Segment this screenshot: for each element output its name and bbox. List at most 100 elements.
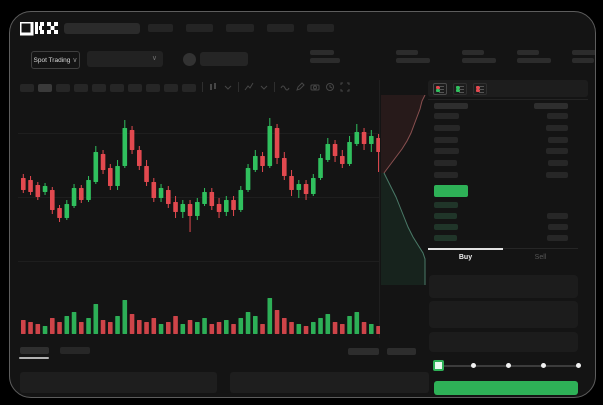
depth-bids-area — [381, 173, 425, 285]
timeframe-button[interactable] — [56, 84, 70, 92]
ask-row-price[interactable] — [434, 113, 459, 119]
candle-type-icon[interactable] — [208, 82, 218, 92]
depth-bids-line — [383, 172, 426, 285]
axis-control-placeholder[interactable] — [387, 348, 416, 355]
slider-stop[interactable] — [506, 363, 511, 368]
nav-item-placeholder[interactable] — [307, 24, 334, 32]
last-price-bar[interactable] — [434, 185, 468, 197]
stat-value-placeholder — [462, 58, 496, 63]
timeframe-button[interactable] — [38, 84, 52, 92]
slider-stop[interactable] — [471, 363, 476, 368]
header-action-button[interactable] — [200, 52, 248, 66]
divider — [238, 82, 239, 92]
divider — [428, 99, 588, 100]
depth-chart — [381, 95, 426, 285]
bid-row-price[interactable] — [434, 202, 458, 208]
market-stat — [572, 50, 595, 63]
chevron-down-icon[interactable] — [259, 82, 269, 92]
bid-row-price[interactable] — [434, 213, 457, 219]
tab-sell[interactable]: Sell — [534, 254, 547, 261]
ask-row-price[interactable] — [434, 160, 457, 166]
book-bids-icon[interactable] — [453, 82, 467, 95]
stat-label-placeholder — [517, 50, 539, 55]
okx-logo[interactable] — [20, 22, 58, 36]
chart-toolbar — [202, 82, 350, 92]
book-both-icon[interactable] — [433, 82, 447, 95]
ask-row-amount — [548, 160, 568, 166]
trade-input-placeholder[interactable] — [429, 301, 578, 328]
chevron-down-icon: ∨ — [151, 55, 157, 62]
tab-buy[interactable]: Buy — [428, 248, 503, 268]
timeframe-button[interactable] — [128, 84, 142, 92]
market-stat — [517, 50, 551, 63]
candlestick-chart[interactable] — [18, 100, 380, 294]
indicator-icon[interactable] — [244, 82, 254, 92]
market-type-label: Spot Trading — [33, 56, 71, 64]
toggle-lines — [479, 85, 484, 94]
bid-row-amount — [547, 213, 568, 219]
nav-item-placeholder[interactable] — [186, 24, 213, 32]
camera-icon[interactable] — [310, 82, 320, 92]
ask-row-amount — [547, 113, 568, 119]
ask-row-price[interactable] — [434, 172, 458, 178]
bottom-panel-placeholder — [230, 372, 429, 393]
candles-group — [21, 118, 380, 232]
active-tab-underline — [19, 357, 49, 359]
volume-bars — [21, 298, 380, 334]
timeframe-button[interactable] — [164, 84, 178, 92]
ask-row-price[interactable] — [434, 137, 458, 143]
timeframe-button[interactable] — [146, 84, 160, 92]
trade-input-placeholder[interactable] — [429, 275, 578, 298]
line-tool-icon[interactable] — [280, 82, 290, 92]
axis-control-placeholder[interactable] — [348, 348, 379, 355]
toggle-lines — [439, 85, 444, 94]
app-window: Spot Trading ∨ ∨ — [9, 11, 596, 398]
timeframe-button[interactable] — [182, 84, 196, 92]
timeframe-button[interactable] — [92, 84, 106, 92]
ask-row-amount — [548, 137, 568, 143]
nav-item-placeholder[interactable] — [226, 24, 254, 32]
draw-pencil-icon[interactable] — [295, 82, 305, 92]
pair-selector[interactable]: ∨ — [87, 51, 163, 67]
timeframe-button[interactable] — [110, 84, 124, 92]
slider-stop[interactable] — [541, 363, 546, 368]
amount-slider[interactable] — [432, 359, 582, 372]
market-type-selector[interactable]: Spot Trading ∨ — [31, 51, 80, 69]
layout-layer: Spot Trading ∨ ∨ — [10, 12, 595, 397]
stat-label-placeholder — [462, 50, 484, 55]
stat-value-placeholder — [517, 58, 551, 63]
ask-row-amount — [546, 125, 568, 131]
ask-row-amount — [546, 172, 568, 178]
chevron-down-icon: ∨ — [72, 56, 78, 64]
chart-bottom-tab[interactable] — [20, 347, 49, 354]
bid-row-price[interactable] — [434, 224, 458, 230]
book-header-amount — [534, 103, 568, 109]
market-stat — [310, 50, 340, 63]
bid-row-amount — [548, 224, 568, 230]
buy-submit-button[interactable] — [434, 381, 578, 395]
orderbook — [428, 101, 578, 247]
market-stat — [462, 50, 496, 63]
stat-value-placeholder — [396, 58, 430, 63]
slider-handle[interactable] — [433, 360, 444, 371]
bid-row-price[interactable] — [434, 235, 457, 241]
history-clock-icon[interactable] — [325, 82, 335, 92]
trade-tabs: Buy Sell — [428, 248, 578, 268]
fullscreen-icon[interactable] — [340, 82, 350, 92]
timeframe-bar — [20, 84, 196, 92]
chevron-down-icon[interactable] — [223, 82, 233, 92]
chart-bottom-tab[interactable] — [60, 347, 90, 354]
slider-stop[interactable] — [576, 363, 581, 368]
book-asks-icon[interactable] — [473, 82, 487, 95]
ask-row-price[interactable] — [434, 125, 460, 131]
timeframe-button[interactable] — [74, 84, 88, 92]
divider — [202, 82, 203, 92]
timeframe-button[interactable] — [20, 84, 34, 92]
stat-label-placeholder — [396, 50, 418, 55]
trade-input-placeholder[interactable] — [429, 332, 578, 352]
nav-item-placeholder[interactable] — [148, 24, 173, 32]
nav-item-placeholder[interactable] — [267, 24, 294, 32]
search-input[interactable] — [64, 23, 140, 34]
ask-row-price[interactable] — [434, 148, 459, 154]
